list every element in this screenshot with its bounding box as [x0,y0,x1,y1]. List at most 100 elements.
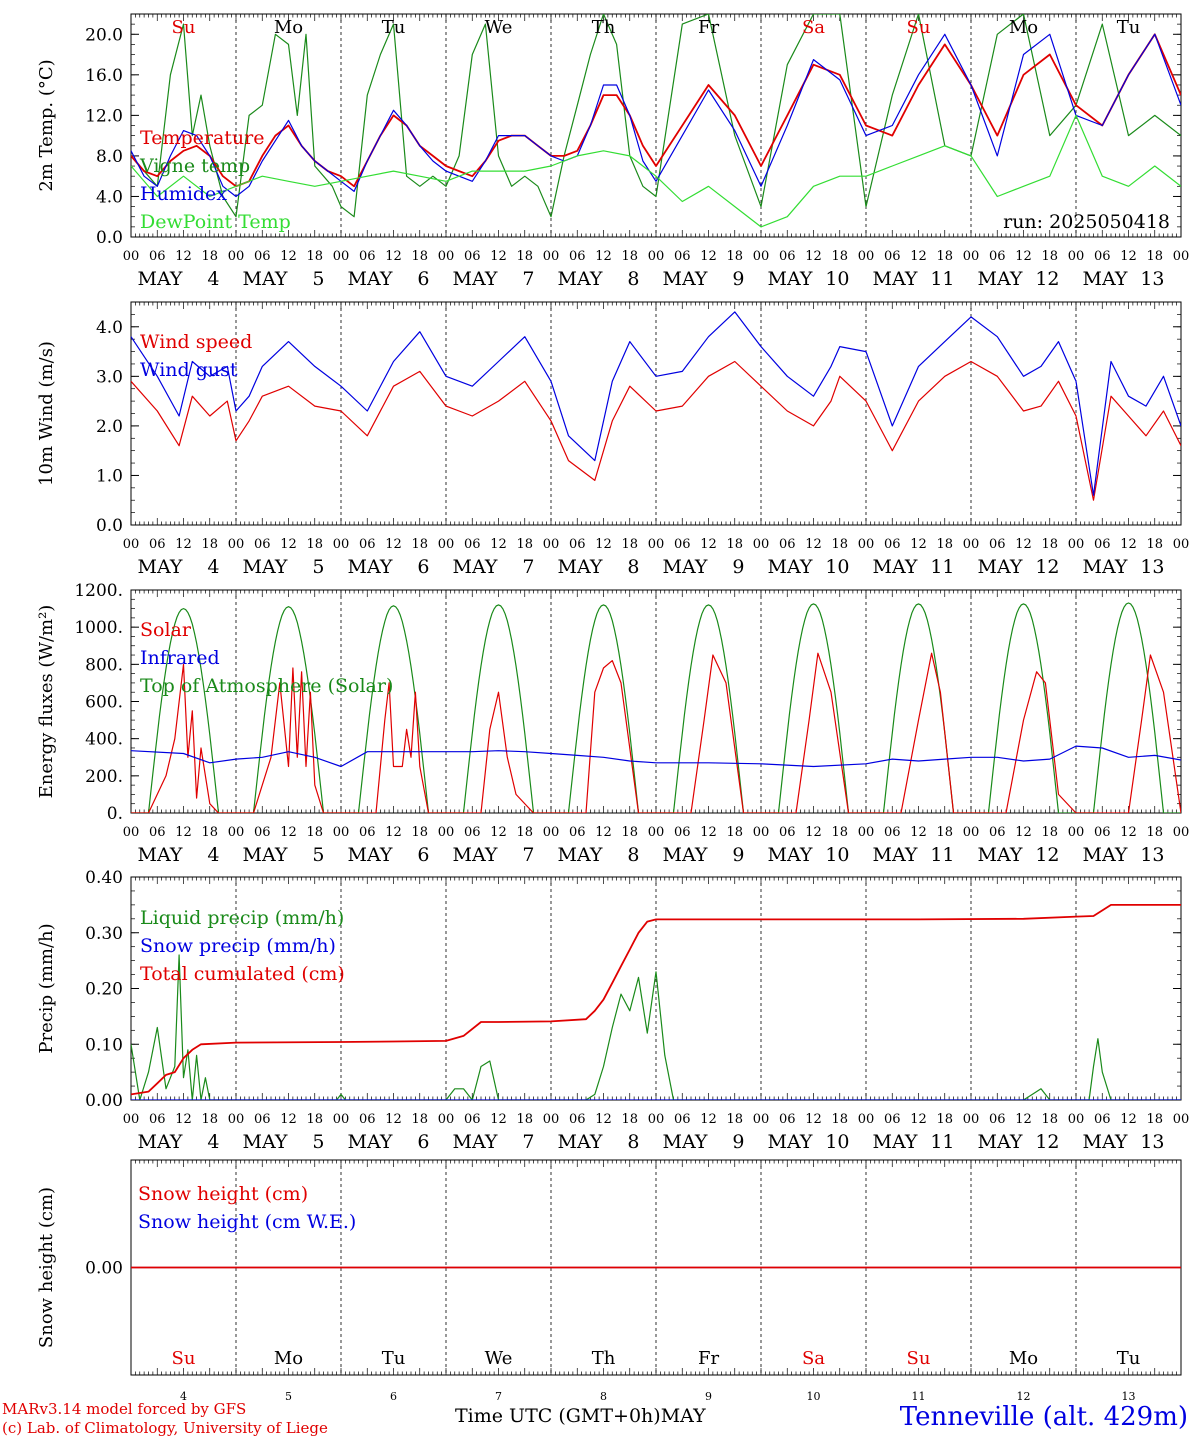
hour-tick-label: 06 [254,249,271,264]
hour-tick-label: 18 [621,249,638,264]
date-day-label: 13 [1140,844,1164,866]
hour-tick-label: 12 [385,249,402,264]
y-tick-label: 8.0 [96,147,123,167]
date-day-label: 5 [312,556,324,578]
hour-tick-label: 12 [175,825,192,840]
hour-tick-label: 18 [411,825,428,840]
hour-tick-label: 18 [516,537,533,552]
hour-tick-label: 12 [910,1112,927,1127]
legend-item: Wind speed [140,331,252,353]
y-tick-label: 3.0 [96,367,123,387]
date-day-label: 5 [312,268,324,290]
hour-tick-label: 06 [359,249,376,264]
date-day-label: 4 [207,844,219,866]
hour-tick-label: 18 [621,1112,638,1127]
y-tick-label: 1.0 [96,466,123,486]
date-day-label: 6 [417,844,429,866]
hour-tick-label: 06 [464,1112,481,1127]
hour-tick-label: 06 [359,537,376,552]
date-month-label: MAY [138,844,183,866]
date-month-label: MAY [348,556,393,578]
hour-tick-label: 00 [123,1112,140,1127]
legend-item: Solar [140,619,192,641]
hour-tick-label: 00 [1068,249,1085,264]
date-day-label: 6 [417,1131,429,1153]
date-day-label: 8 [627,1131,639,1153]
hour-tick-label: 18 [1041,825,1058,840]
hour-tick-label: 06 [254,825,271,840]
hour-tick-label: 00 [753,249,770,264]
date-day-label: 13 [1140,1131,1164,1153]
hour-tick-label: 00 [333,825,350,840]
hour-tick-label: 12 [805,1112,822,1127]
date-month-label: MAY [558,1131,603,1153]
y-tick-label: 400. [85,730,123,750]
date-day-label: 7 [522,268,534,290]
hour-tick-label: 18 [621,537,638,552]
hour-tick-label: 18 [831,1112,848,1127]
hour-tick-label: 18 [831,825,848,840]
footer-model: MARv3.14 model forced by GFS [2,1400,247,1418]
weekday-label: We [485,1348,513,1369]
hour-tick-label: 06 [569,825,586,840]
date-month-label: MAY [873,1131,918,1153]
hour-tick-label: 18 [516,1112,533,1127]
hour-tick-label: 00 [438,825,455,840]
weekday-label: Su [172,1348,196,1369]
hour-tick-label: 06 [674,825,691,840]
hour-tick-label: 12 [700,249,717,264]
hour-tick-label: 06 [359,1112,376,1127]
date-month-label: MAY [243,268,288,290]
hour-tick-label: 06 [569,249,586,264]
hour-tick-label: 06 [1094,537,1111,552]
hour-tick-label: 18 [411,537,428,552]
date-day-label: 4 [207,556,219,578]
date-label: 8 [600,1390,607,1403]
hour-tick-label: 06 [779,825,796,840]
weekday-label: Sa [802,1348,825,1369]
hour-tick-label: 00 [858,1112,875,1127]
hour-tick-label: 06 [254,1112,271,1127]
hour-tick-label: 06 [989,825,1006,840]
hour-tick-label: 12 [910,825,927,840]
date-day-label: 8 [627,844,639,866]
hour-tick-label: 00 [648,249,665,264]
y-tick-label: 4.0 [96,318,123,338]
weekday-label: Mo [1009,17,1038,38]
date-month-label: MAY [768,844,813,866]
hour-tick-label: 00 [1173,1112,1190,1127]
weekday-label: Sa [802,17,825,38]
legend-item: Snow height (cm W.E.) [138,1211,356,1233]
legend-item: Snow precip (mm/h) [140,935,336,957]
date-label: 4 [180,1390,187,1403]
legend-item: Liquid precip (mm/h) [140,907,344,929]
hour-tick-label: 12 [700,825,717,840]
hour-tick-label: 06 [989,249,1006,264]
y-tick-label: 1000. [74,618,123,638]
date-month-label: MAY [663,268,708,290]
hour-tick-label: 00 [123,249,140,264]
hour-tick-label: 06 [464,249,481,264]
hour-tick-label: 06 [569,1112,586,1127]
date-day-label: 13 [1140,556,1164,578]
date-month-label: MAY [978,1131,1023,1153]
hour-tick-label: 12 [490,537,507,552]
legend-item: Temperature [140,127,264,149]
y-axis-title: Energy fluxes (W/m²) [36,605,57,799]
hour-tick-label: 06 [674,537,691,552]
series-wind-speed [131,360,1181,501]
y-tick-label: 20.0 [85,25,123,45]
date-month-label: MAY [873,844,918,866]
date-month-label: MAY [453,268,498,290]
date-label: 10 [807,1390,821,1403]
weekday-label: Mo [274,17,303,38]
panel-5 [130,1159,1182,1376]
hour-tick-label: 00 [858,249,875,264]
hour-tick-label: 12 [595,537,612,552]
panel-1 [130,13,1182,238]
hour-tick-label: 06 [989,537,1006,552]
plot-frame [130,589,1182,814]
hour-tick-label: 06 [149,537,166,552]
legend-item: Snow height (cm) [138,1183,308,1205]
hour-tick-label: 12 [700,1112,717,1127]
